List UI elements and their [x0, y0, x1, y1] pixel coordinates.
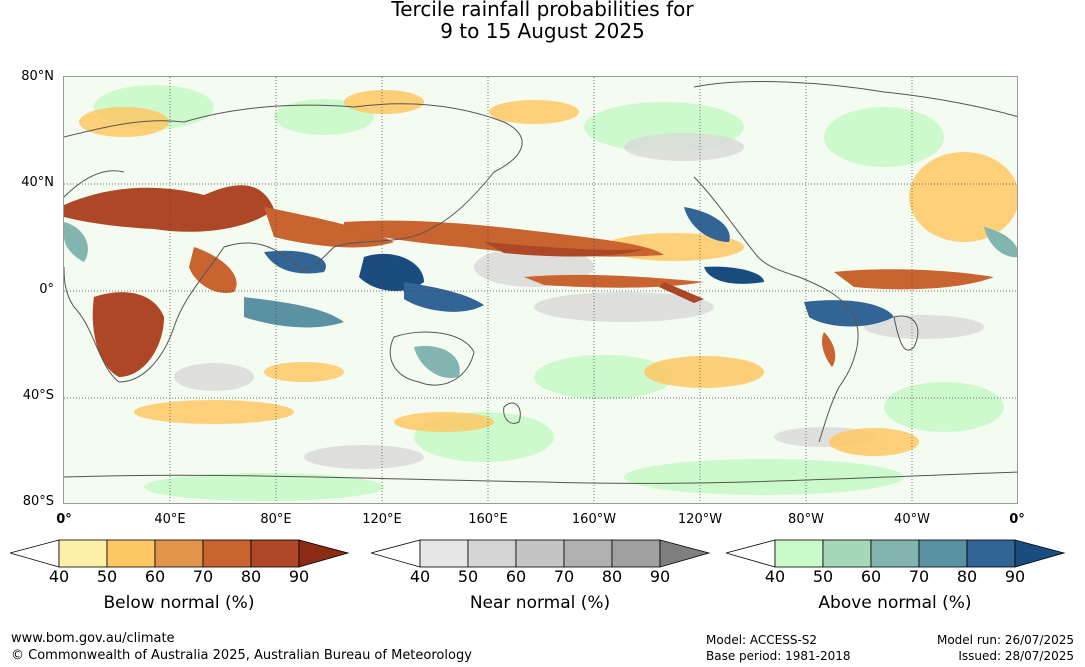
legend-near-tick: 70 [553, 567, 575, 586]
legend-below-tick: 80 [240, 567, 262, 586]
legend-below-title: Below normal (%) [103, 593, 255, 613]
map-graphic [64, 77, 1017, 503]
footer-base-period: Base period: 1981-2018 [706, 649, 851, 663]
footer-issued: Issued: 28/07/2025 [958, 649, 1074, 663]
map-graticule [64, 77, 1017, 503]
legend-below-swatch-1 [58, 539, 108, 568]
legend-below-swatch-5 [250, 539, 300, 568]
legend-near-swatch-2 [467, 539, 517, 568]
legend-near-swatch-1 [419, 539, 469, 568]
legend-above-tick: 90 [1004, 567, 1026, 586]
coastlines [64, 81, 1017, 484]
legend-below-tick: 60 [144, 567, 166, 586]
rainfall-probability-map [63, 76, 1018, 504]
legend-below-arrow-high [298, 539, 350, 568]
legend-near-arrow-high [659, 539, 711, 568]
legend-below-tick: 40 [48, 567, 70, 586]
footer-model: Model: ACCESS-S2 [706, 633, 818, 647]
legend-below-swatch-3 [154, 539, 204, 568]
legend-near-tick: 80 [601, 567, 623, 586]
chart-title-line-2: 9 to 15 August 2025 [440, 19, 645, 43]
legend-near-tick: 40 [409, 567, 431, 586]
legend-above-arrow-low [726, 539, 776, 568]
footer-copyright: © Commonwealth of Australia 2025, Austra… [11, 648, 472, 663]
legend-above-swatch-4 [918, 539, 968, 568]
lat-label-equator: 0° [39, 282, 54, 297]
legend-near-title: Near normal (%) [469, 593, 611, 613]
legend-above-swatch-2 [822, 539, 872, 568]
lon-label-40e: 40°E [154, 512, 186, 527]
lon-label-0-east: 0° [1009, 512, 1025, 527]
lon-label-0: 0° [56, 512, 72, 527]
legend-below-arrow-low [10, 539, 60, 568]
lat-label-80n: 80°N [21, 69, 54, 84]
lon-label-40w: 40°W [894, 512, 930, 527]
lon-label-120e: 120°E [362, 512, 402, 527]
legend-below-tick: 90 [288, 567, 310, 586]
below-normal-light-patches [79, 90, 1017, 456]
legend-above-tick: 50 [812, 567, 834, 586]
footer-model-run: Model run: 26/07/2025 [936, 633, 1074, 647]
legend-near-swatch-4 [563, 539, 613, 568]
legend-above-tick: 60 [860, 567, 882, 586]
lon-label-80e: 80°E [260, 512, 292, 527]
footer-url: www.bom.gov.au/climate [11, 631, 175, 646]
legend-below-swatch-2 [106, 539, 156, 568]
lon-label-80w: 80°W [788, 512, 824, 527]
legend-above-arrow-high [1014, 539, 1066, 568]
legend-below-tick: 70 [192, 567, 214, 586]
legend-near-swatch-5 [611, 539, 661, 568]
legend-above-swatch-1 [774, 539, 824, 568]
legend-above-tick: 80 [956, 567, 978, 586]
lat-label-40n: 40°N [21, 175, 54, 190]
lon-label-120w: 120°W [677, 512, 723, 527]
legend-above-tick: 70 [908, 567, 930, 586]
legend-above-swatch-5 [966, 539, 1016, 568]
legend-above-title: Above normal (%) [818, 593, 972, 613]
lon-label-160e: 160°E [468, 512, 508, 527]
legend-below-tick: 50 [96, 567, 118, 586]
lat-label-80s: 80°S [22, 494, 54, 509]
lon-label-160w: 160°W [571, 512, 617, 527]
below-normal-strong-patches [64, 185, 994, 377]
legend-near-tick: 60 [505, 567, 527, 586]
chart-title-line-1: Tercile rainfall probabilities for [391, 0, 694, 21]
lat-label-40s: 40°S [22, 388, 54, 403]
legend-near-swatch-3 [515, 539, 565, 568]
legend-near-arrow-low [371, 539, 421, 568]
legend-above-tick: 40 [764, 567, 786, 586]
legend-near-tick: 90 [649, 567, 671, 586]
legend-above-swatch-3 [870, 539, 920, 568]
legend-below-swatch-4 [202, 539, 252, 568]
legend-near-tick: 50 [457, 567, 479, 586]
